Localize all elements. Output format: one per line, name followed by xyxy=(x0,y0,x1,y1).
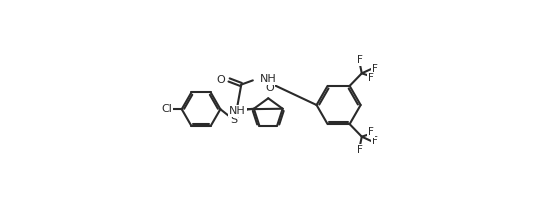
Text: F: F xyxy=(357,145,363,155)
Text: F: F xyxy=(357,55,363,65)
Text: F: F xyxy=(368,73,374,83)
Text: Cl: Cl xyxy=(161,104,172,114)
Text: F: F xyxy=(368,127,374,137)
Text: NH: NH xyxy=(229,106,246,116)
Text: F: F xyxy=(372,64,378,74)
Text: O: O xyxy=(217,75,225,85)
Text: O: O xyxy=(265,83,274,93)
Text: NH: NH xyxy=(259,74,276,84)
Text: F: F xyxy=(372,136,378,146)
Text: S: S xyxy=(230,115,237,125)
